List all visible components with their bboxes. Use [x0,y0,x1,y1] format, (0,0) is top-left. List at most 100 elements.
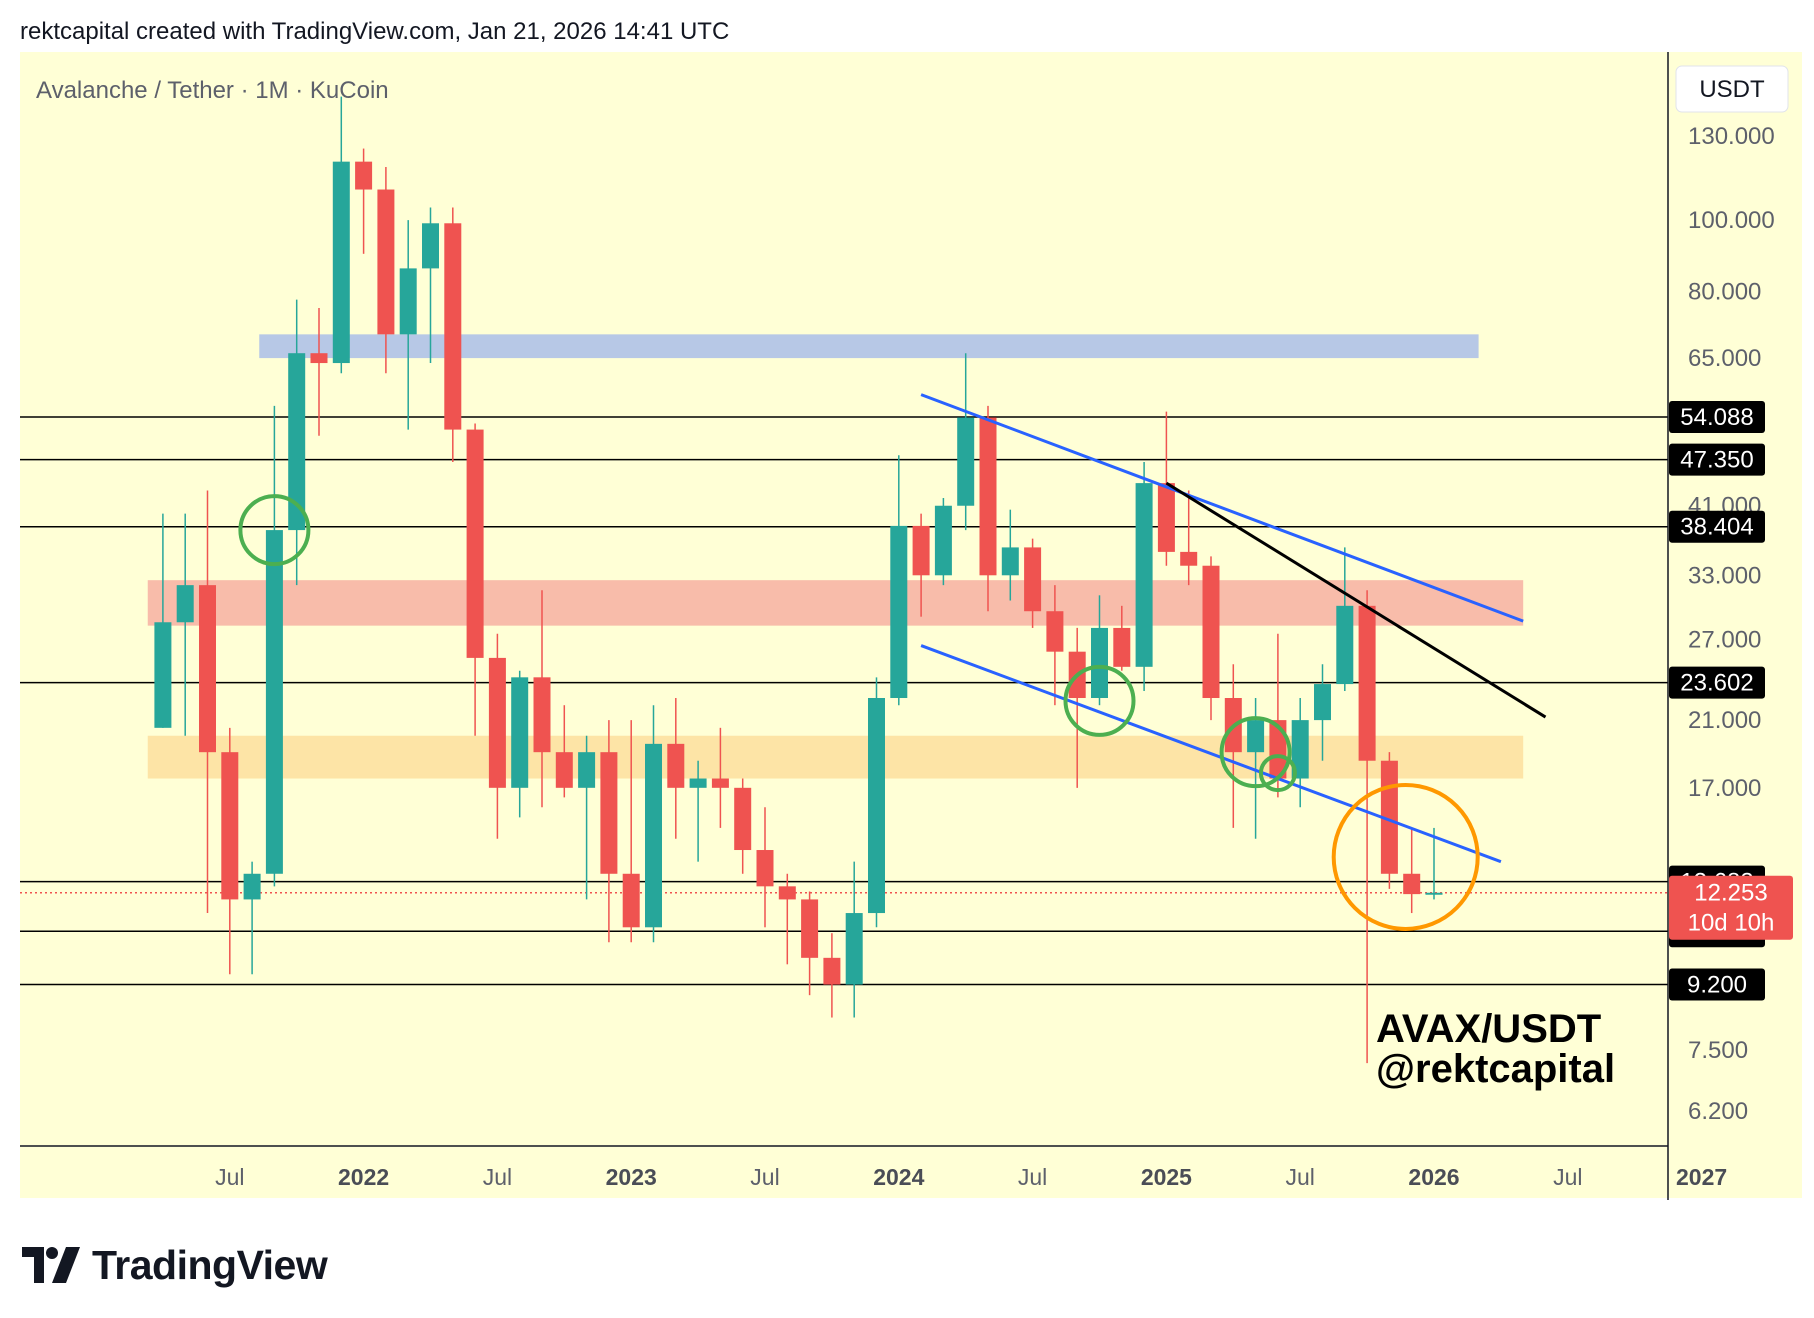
candle-body [801,899,819,958]
candle-body [1180,551,1198,566]
candle [734,778,752,874]
candle [1291,698,1309,808]
candle-body [1269,720,1287,779]
y-tick-label: 27.000 [1688,627,1761,654]
level-label-text: 54.088 [1680,404,1753,431]
y-tick-label: 130.000 [1688,123,1775,150]
candle-body [1425,892,1443,895]
candle [466,423,484,736]
currency-button[interactable]: USDT [1675,65,1789,113]
level-label-box [1669,666,1765,699]
y-tick-label: 65.000 [1688,345,1761,372]
candle [265,405,283,887]
candle-body [1001,547,1019,576]
candle [823,933,841,1018]
candle-body [355,161,373,190]
current-price-countdown: 10d 10h [1688,910,1775,937]
y-tick-label: 7.500 [1688,1037,1748,1064]
candle [912,513,930,617]
trendline-0 [920,393,1524,623]
candle [444,207,462,462]
level-label: 54.088 [1669,400,1765,433]
tradingview-logo[interactable]: TradingView [22,1240,328,1290]
highlight-circle-3 [1258,754,1297,793]
candle-body [622,873,640,928]
candle-body [399,268,417,335]
x-tick-label: 2024 [873,1164,924,1190]
zone-0 [259,334,1479,359]
highlight-circle-2 [1219,716,1292,789]
candle [890,455,908,706]
candle-body [912,525,930,576]
candle [199,490,216,914]
candle [645,705,662,943]
candle-body [1291,720,1309,779]
candle-body [578,752,596,788]
highlight-circle-1 [1063,664,1136,737]
candle [533,590,551,808]
candle-body [823,957,841,985]
candle-body [288,353,306,531]
y-tick-label: 33.000 [1688,562,1761,589]
level-label: 9.200 [1669,968,1765,1001]
candle-body [1135,483,1153,667]
watermark-author: @rektcapital [1376,1047,1615,1091]
candle-body [1314,684,1331,721]
x-tick-label: 2022 [338,1164,389,1190]
candle [511,670,529,818]
candle-body [1358,605,1376,761]
candle-body [689,778,707,788]
candle [778,873,796,965]
candle-body [555,752,573,788]
candle [1336,547,1354,691]
candle-body [310,353,328,364]
candle-body [1157,483,1175,552]
candle [667,698,685,839]
y-tick-label: 6.200 [1688,1098,1748,1125]
candle-body [1403,873,1421,895]
candle-body [533,677,551,753]
currency-label: USDT [1699,76,1765,103]
highlight-circle-0 [238,494,311,567]
candle [934,498,952,586]
price-axis-background [1668,52,1802,1198]
level-label-text: 47.350 [1680,447,1753,474]
candle-body [377,189,395,335]
candle [1001,509,1019,601]
candle-body [199,585,216,753]
candle-body [243,873,261,900]
time-axis-background [20,1146,1668,1198]
zone-1 [147,580,1524,626]
y-tick-label: 21.000 [1688,707,1761,734]
candle [957,353,975,531]
candle [1113,605,1131,671]
candle-body [890,525,908,699]
candle [689,760,707,862]
candle [578,735,596,900]
level-label-box [1669,443,1765,476]
watermark-pair: AVAX/USDT [1376,1007,1601,1051]
tradingview-wordmark: TradingView [92,1241,328,1288]
candle [1135,461,1153,691]
candle [377,167,395,374]
candle-body [444,223,462,430]
candle [243,861,261,975]
candle [154,513,172,728]
candle [1425,827,1443,900]
chart-caption: rektcapital created with TradingView.com… [20,18,730,45]
candle [1247,698,1265,839]
candle-body [667,743,685,788]
candle-body [332,161,350,364]
candle [288,299,306,586]
level-label: 47.350 [1669,443,1765,476]
candle [422,207,439,364]
candle-body [1247,720,1265,753]
candle-body [756,850,774,887]
x-tick-label: Jul [1285,1164,1314,1190]
candle-body [154,622,172,728]
current-price-label: 12.253 10d 10h [1669,875,1793,940]
current-price-box [1669,875,1793,940]
candle [756,807,774,928]
y-tick-label: 17.000 [1688,775,1761,802]
